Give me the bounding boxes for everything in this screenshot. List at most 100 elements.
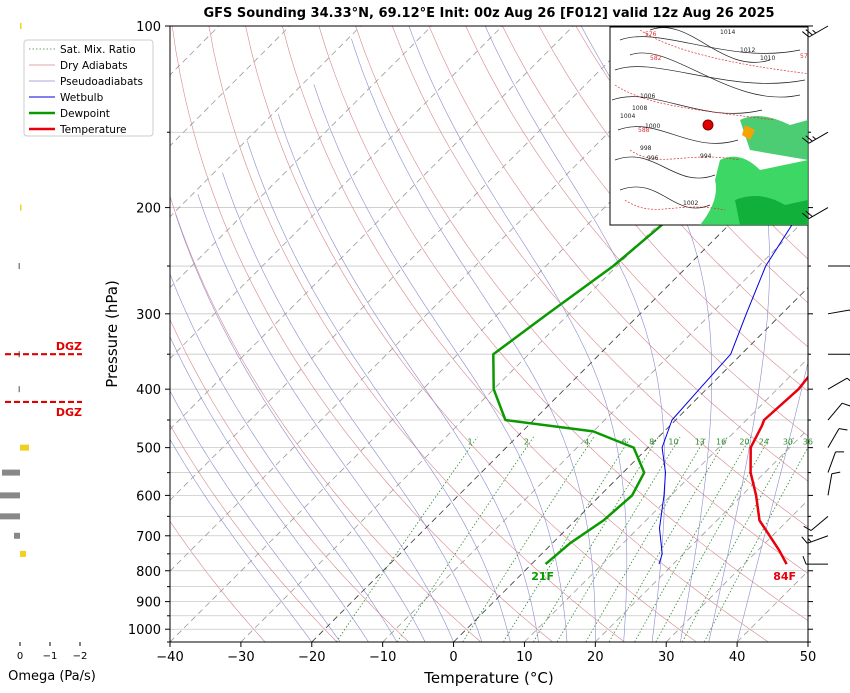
wind-barb	[828, 265, 850, 271]
inset-map-precip-north	[740, 116, 808, 160]
legend-entry: Temperature	[59, 124, 127, 136]
omega-panel	[0, 23, 29, 557]
legend: Sat. Mix. Ratio Dry Adiabats Pseudoadiabat…	[23, 39, 154, 137]
dry-adiabat-line	[392, 26, 808, 528]
isotherm-line	[170, 26, 432, 289]
x-tick-label: −30	[227, 650, 254, 665]
x-tick-label: −20	[298, 650, 325, 665]
pseudoadiabat-line	[313, 84, 568, 642]
mixing-ratio-line	[585, 436, 707, 642]
isotherm-line	[665, 499, 808, 642]
series-temperature-line	[749, 375, 808, 565]
dry-adiabat-line	[282, 26, 769, 642]
wind-barb-flag	[805, 135, 813, 142]
y-tick-label: 700	[136, 530, 161, 545]
wind-barb	[802, 131, 829, 144]
y-tick-label: 300	[136, 308, 161, 323]
wind-barb-half-flag	[807, 538, 812, 543]
dry-adiabat-line	[170, 195, 481, 642]
wind-barb	[802, 25, 829, 38]
x-tick-label: 20	[587, 650, 604, 665]
plot-frame	[169, 25, 809, 643]
mixing-ratio-label: 13	[695, 438, 705, 447]
wind-barb	[801, 535, 829, 544]
wind-barb-staff	[808, 131, 829, 144]
dry-adiabat-line	[208, 26, 625, 642]
inset-map-label: 1014	[720, 29, 735, 36]
mixing-ratio-line	[556, 436, 681, 642]
mixing-ratio-label: 16	[716, 438, 726, 447]
dry-adiabat-line	[170, 318, 410, 642]
pseudoadiabat-line	[175, 214, 426, 642]
inset-map-label: 1006	[640, 93, 655, 100]
wind-barb-staff	[808, 25, 829, 38]
mixing-ratio-label: 30	[783, 438, 793, 447]
chart-title: GFS Sounding 34.33°N, 69.12°E Init: 00z …	[203, 6, 774, 21]
inset-map-label: 998	[640, 145, 652, 152]
legend-entry: Pseudoadiabats	[60, 76, 143, 88]
wind-barb-flag	[803, 525, 812, 531]
dry-adiabat-line	[355, 26, 808, 574]
wind-barb-staff	[827, 473, 833, 496]
isotherm-line	[595, 428, 808, 642]
dgz-label: DGZ	[56, 406, 82, 419]
isotherm-line	[170, 26, 645, 501]
wind-barb	[827, 377, 850, 390]
omega-bar	[2, 469, 20, 476]
inset-map-location-marker	[702, 119, 714, 131]
y-tick-label: 400	[136, 383, 161, 398]
dry-adiabat-line	[833, 26, 850, 642]
mixing-ratio-label: 4	[584, 438, 589, 447]
isotherm-line	[311, 145, 808, 642]
wind-barb	[827, 309, 850, 315]
inset-map-label: 576	[645, 31, 657, 38]
omega-tick-label: 0	[17, 651, 23, 662]
inset-map-isobar	[614, 156, 716, 179]
wind-barb-flag	[831, 471, 841, 475]
inset-map-label: 570	[800, 53, 812, 60]
isotherm-line	[382, 216, 808, 642]
dgz-label: DGZ	[56, 340, 82, 353]
mixing-ratio-label: 8	[649, 438, 654, 447]
legend-entry: Sat. Mix. Ratio	[60, 44, 136, 56]
surface-dewpoint-label: 21F	[531, 570, 554, 583]
wind-barb-staff	[827, 428, 840, 448]
inset-map-label: 996	[647, 155, 659, 162]
mixing-ratio-line	[681, 436, 795, 642]
surface-temperature-label: 84F	[773, 570, 796, 583]
dry-adiabat-line	[575, 26, 808, 304]
omega-bar	[20, 444, 29, 451]
omega-bar	[18, 263, 20, 270]
wind-barb	[827, 402, 850, 421]
inset-map-isobar	[614, 66, 806, 84]
wind-barb-flag	[846, 377, 850, 384]
inset-map-precip-core	[735, 196, 808, 225]
inset-map-isobar	[619, 186, 711, 209]
mixing-ratio-line	[703, 446, 808, 642]
omega-bar	[14, 532, 20, 539]
inset-map-label: 588	[638, 127, 650, 134]
wind-barb-staff	[827, 309, 850, 315]
mixing-ratio-labels: 1 2 4 6 8 10 13 16 20 24 30 36	[467, 438, 812, 447]
omega-bar	[0, 492, 20, 499]
x-tick-label: 30	[658, 650, 675, 665]
omega-axis-label: Omega (Pa/s)	[8, 669, 96, 684]
pseudoadiabat-line	[700, 26, 770, 642]
inset-map-label: 1000	[645, 123, 660, 130]
dry-adiabat-line	[171, 26, 553, 642]
x-tick-label: 50	[800, 650, 817, 665]
y-tick-label: 900	[136, 596, 161, 611]
inset-map-heavy-precip	[742, 125, 755, 140]
omega-tick-label: −1	[43, 651, 58, 662]
wind-barb-flag	[805, 210, 813, 217]
y-axis-ticks: 100 200 300 400 500 600 700 800 900 1000	[128, 20, 813, 643]
y-tick-label: 1000	[128, 623, 161, 638]
pseudoadiabat-line	[170, 336, 369, 642]
pseudoadiabat-line	[408, 26, 628, 642]
pseudoadiabat-line	[222, 172, 483, 642]
mixing-ratio-line	[503, 436, 632, 642]
pseudoadiabat-line	[247, 140, 511, 642]
wind-barb-flag	[801, 536, 808, 544]
mixing-ratio-line	[396, 436, 534, 642]
wind-barb-flag	[802, 137, 810, 144]
